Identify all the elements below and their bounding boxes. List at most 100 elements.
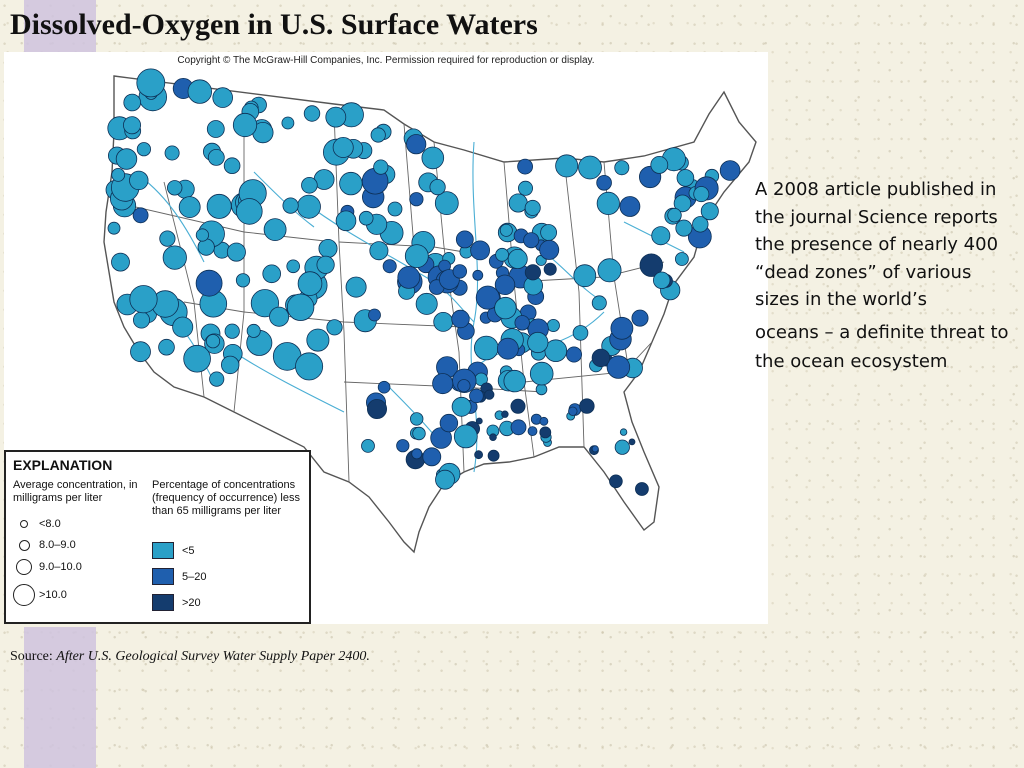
station-circle xyxy=(676,169,695,187)
station-circle xyxy=(597,258,622,283)
station-circle xyxy=(412,426,426,441)
station-circle xyxy=(523,232,540,249)
station-circle xyxy=(410,412,424,426)
station-circle xyxy=(628,438,636,446)
source-label: Source: xyxy=(10,649,53,664)
station-circle xyxy=(474,450,484,460)
station-circle xyxy=(183,344,211,373)
color-swatch-dark xyxy=(152,594,174,611)
station-circle xyxy=(345,276,367,298)
station-circle xyxy=(111,168,126,182)
station-circle xyxy=(223,157,241,174)
station-circle xyxy=(373,159,389,175)
station-circle xyxy=(568,406,578,417)
station-circle xyxy=(123,93,141,112)
station-circle xyxy=(159,230,176,247)
body-paragraph: oceans – a definite threat to the ocean … xyxy=(755,321,1009,372)
size-marker-xlarge xyxy=(13,584,35,606)
station-circle xyxy=(614,439,630,455)
station-circle xyxy=(544,339,568,363)
station-circle xyxy=(473,335,499,361)
station-circle xyxy=(236,198,263,225)
station-circle xyxy=(494,274,516,296)
station-circle xyxy=(470,240,491,261)
station-circle xyxy=(439,413,459,433)
station-circle xyxy=(166,180,183,196)
body-paragraph: A 2008 article published in the journal … xyxy=(755,179,999,310)
body-text: A 2008 article published in the journal … xyxy=(755,176,1017,376)
station-circle xyxy=(129,170,149,191)
station-circle xyxy=(224,323,240,339)
station-circle xyxy=(596,175,612,191)
station-circle xyxy=(296,194,321,219)
station-circle xyxy=(452,264,468,279)
station-circle xyxy=(406,134,427,155)
station-circle xyxy=(301,177,318,194)
station-circle xyxy=(282,197,299,214)
station-circle xyxy=(457,379,471,393)
station-circle xyxy=(195,269,223,297)
station-circle xyxy=(306,328,330,352)
station-circle xyxy=(639,253,664,277)
station-circle xyxy=(281,116,295,130)
legend-color-row: <5 xyxy=(152,542,195,559)
station-circle xyxy=(132,207,149,224)
station-circle xyxy=(432,373,454,395)
station-circle xyxy=(518,180,534,196)
station-circle xyxy=(205,334,221,349)
station-circle xyxy=(451,396,472,417)
size-marker-large xyxy=(16,559,32,575)
station-circle xyxy=(382,259,397,274)
station-circle xyxy=(370,127,386,143)
station-circle xyxy=(387,201,403,217)
station-circle xyxy=(295,352,324,381)
map-figure: Copyright © The McGraw-Hill Companies, I… xyxy=(4,52,768,624)
station-circle xyxy=(415,292,438,315)
color-swatch-light xyxy=(152,542,174,559)
station-circle xyxy=(335,210,357,232)
station-circle xyxy=(207,149,225,166)
station-circle xyxy=(535,383,548,396)
station-circle xyxy=(136,142,151,157)
legend-size-row: 9.0–10.0 xyxy=(13,559,82,575)
station-circle xyxy=(653,271,671,290)
station-circle xyxy=(700,202,719,221)
station-circle xyxy=(455,230,474,249)
station-circle xyxy=(573,264,597,288)
station-circle xyxy=(129,285,158,314)
station-circle xyxy=(206,120,225,138)
station-circle xyxy=(591,348,611,368)
station-circle xyxy=(539,426,552,439)
station-circle xyxy=(107,221,121,235)
legend-size-label: >10.0 xyxy=(39,589,67,601)
station-circle xyxy=(475,285,500,310)
station-circle xyxy=(366,398,387,419)
station-circle xyxy=(510,398,526,414)
station-circle xyxy=(368,308,381,322)
legend-size-row: >10.0 xyxy=(13,584,67,606)
station-circle xyxy=(297,271,323,296)
station-circle xyxy=(667,207,682,223)
station-circle xyxy=(719,160,741,181)
station-circle xyxy=(566,346,583,363)
station-circle xyxy=(675,219,693,237)
station-circle xyxy=(269,306,290,327)
station-circle xyxy=(164,145,180,161)
legend-size-row: <8.0 xyxy=(13,518,61,530)
station-circle xyxy=(578,155,602,180)
legend-size-label: 8.0–9.0 xyxy=(39,539,76,551)
station-circle xyxy=(673,194,692,213)
station-circle xyxy=(409,192,424,207)
station-circle xyxy=(435,469,455,490)
size-marker-small xyxy=(20,520,28,528)
station-circle xyxy=(123,116,142,135)
station-circle xyxy=(422,447,442,467)
legend-size-label: <8.0 xyxy=(39,518,61,530)
map-legend: EXPLANATION Average concentration, in mi… xyxy=(4,450,311,624)
station-circle xyxy=(263,218,287,242)
station-circle xyxy=(555,154,579,178)
station-circle xyxy=(453,424,478,449)
legend-color-label: 5–20 xyxy=(182,570,207,583)
station-circle xyxy=(136,68,166,98)
station-circle xyxy=(172,316,194,338)
